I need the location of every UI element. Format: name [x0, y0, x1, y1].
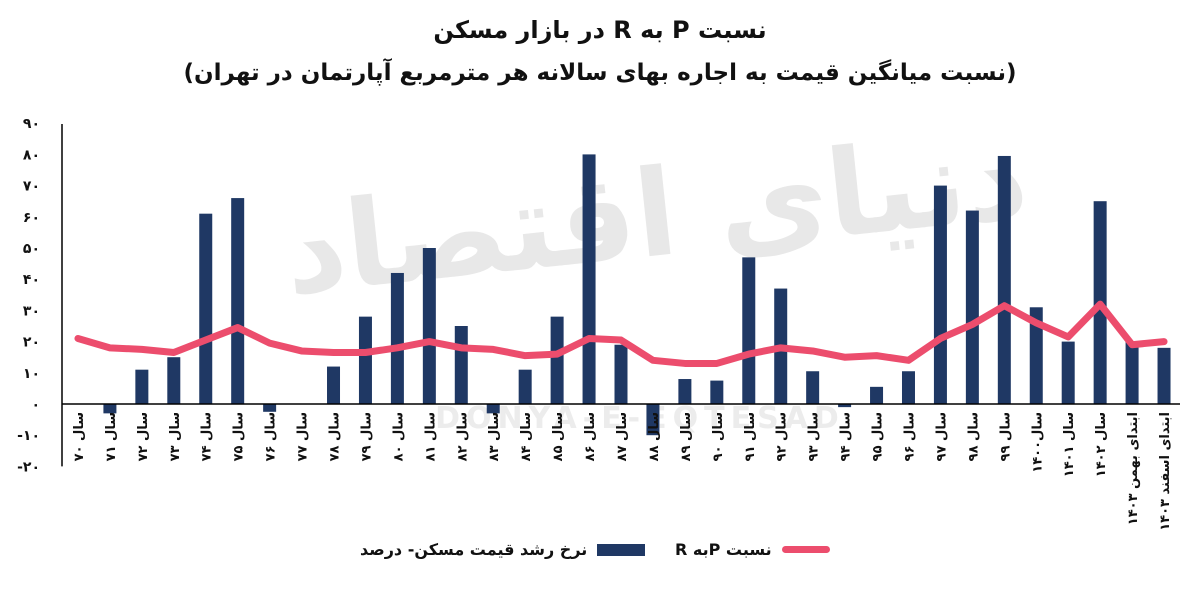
x-tick-label: سال ۸۳	[487, 412, 502, 461]
x-tick-label: سال ۹۳	[807, 412, 822, 461]
y-tick-label: ۰	[31, 397, 40, 413]
x-tick-label: سال ۸۹	[679, 412, 694, 461]
x-tick-label: سال ۷۰	[72, 412, 87, 461]
x-tick-label: سال ۷۲	[136, 412, 151, 461]
y-tick-label: ۲۰	[23, 335, 40, 351]
bar	[518, 369, 532, 404]
bar	[870, 386, 884, 404]
y-tick-label: ۹۰	[23, 116, 40, 132]
bar	[167, 357, 181, 404]
bar	[678, 379, 692, 404]
x-tick-label: سال ۱۴۰۲	[1094, 412, 1109, 477]
x-tick-label: سال ۸۱	[423, 412, 438, 461]
y-tick-label: ۳۰	[23, 303, 40, 319]
x-tick-label: ابتدای اسفند ۱۴۰۳	[1158, 412, 1173, 531]
x-tick-label: سال ۸۵	[551, 412, 566, 461]
x-tick-label: سال۱۴۰۰	[1030, 412, 1045, 473]
bar	[965, 210, 979, 404]
x-tick-label: سال ۸۷	[615, 412, 630, 461]
bar	[1061, 341, 1075, 404]
x-tick-label: ابتدای بهمن ۱۴۰۳	[1126, 412, 1141, 525]
bar	[582, 154, 596, 404]
x-tick-label: سال ۹۰	[711, 412, 726, 461]
x-tick-label: سال ۷۳	[168, 412, 183, 461]
bar	[327, 366, 341, 404]
bar	[390, 272, 404, 404]
bar	[742, 257, 756, 404]
x-tick-label: سال ۷۷	[296, 412, 311, 461]
x-tick-label: سال ۹۹	[998, 412, 1013, 461]
x-tick-label: سال ۹۶	[902, 412, 917, 461]
y-tick-label: ۷۰	[23, 179, 40, 195]
legend-label-line: نسبت Pبه R	[675, 540, 772, 559]
x-tick-label: سال ۷۱	[104, 412, 119, 461]
bar	[1157, 347, 1171, 404]
bar	[997, 155, 1011, 404]
bar	[1029, 307, 1043, 404]
y-tick-label: -۱۰	[17, 428, 40, 444]
bar	[454, 326, 468, 404]
legend-swatch-bar	[597, 543, 646, 556]
chart-title: نسبت P به R در بازار مسکن	[433, 16, 767, 44]
x-tick-label: سال ۷۸	[328, 412, 343, 461]
y-tick-label: ۱۰	[23, 366, 40, 382]
x-tick-label: سال ۹۴	[839, 412, 854, 461]
bar	[358, 316, 372, 404]
x-tick-label: سال ۸۲	[455, 412, 470, 461]
y-tick-label: ۴۰	[23, 272, 40, 288]
legend-label-bar: نرخ رشد قیمت مسکن- درصد	[360, 540, 588, 559]
x-tick-label: سال ۷۶	[264, 412, 279, 461]
bar	[933, 185, 947, 404]
x-tick-label: سال ۸۶	[583, 412, 598, 461]
watermark-latin: DONYA-E-EQTESAD	[435, 401, 845, 436]
y-tick-label: ۵۰	[23, 241, 40, 257]
x-tick-label: سال ۹۱	[743, 412, 758, 461]
bar	[838, 404, 852, 408]
x-tick-label: سال ۷۴	[200, 412, 215, 461]
bar	[263, 404, 277, 412]
bar	[103, 404, 117, 414]
bar	[486, 404, 500, 414]
p-to-r-line	[74, 300, 1168, 367]
x-tick-label: سال ۷۹	[359, 412, 374, 461]
bar	[901, 371, 915, 404]
y-tick-label: -۲۰	[17, 459, 40, 475]
bar	[806, 371, 820, 404]
legend-item-line: نسبت Pبه R	[675, 540, 830, 559]
x-tick-label: سال ۸۴	[519, 412, 534, 461]
x-tick-label: سال ۹۷	[934, 412, 949, 461]
y-tick-label: ۶۰	[23, 210, 40, 226]
x-tick-label: سال ۸۸	[647, 412, 662, 461]
bar	[231, 198, 245, 404]
legend-item-bar: نرخ رشد قیمت مسکن- درصد	[360, 540, 646, 559]
bar	[550, 316, 564, 404]
x-tick-label: سال ۹۵	[871, 412, 886, 461]
bar	[422, 248, 436, 404]
bar	[135, 369, 149, 404]
bar	[199, 213, 213, 404]
x-tick-label: سال ۹۸	[966, 412, 981, 461]
y-tick-label: ۸۰	[23, 147, 40, 163]
x-tick-label: سال ۱۴۰۱	[1062, 412, 1077, 477]
bar	[614, 344, 628, 404]
chart-subtitle: (نسبت میانگین قیمت به اجاره بهای سالانه …	[183, 60, 1017, 86]
bar	[1125, 341, 1139, 404]
x-tick-label: سال ۹۲	[775, 412, 790, 461]
legend-swatch-line	[781, 546, 830, 553]
bar	[646, 404, 660, 436]
x-tick-label: سال ۸۰	[391, 412, 406, 461]
bar	[710, 380, 724, 404]
x-tick-label: سال ۷۵	[232, 412, 247, 461]
